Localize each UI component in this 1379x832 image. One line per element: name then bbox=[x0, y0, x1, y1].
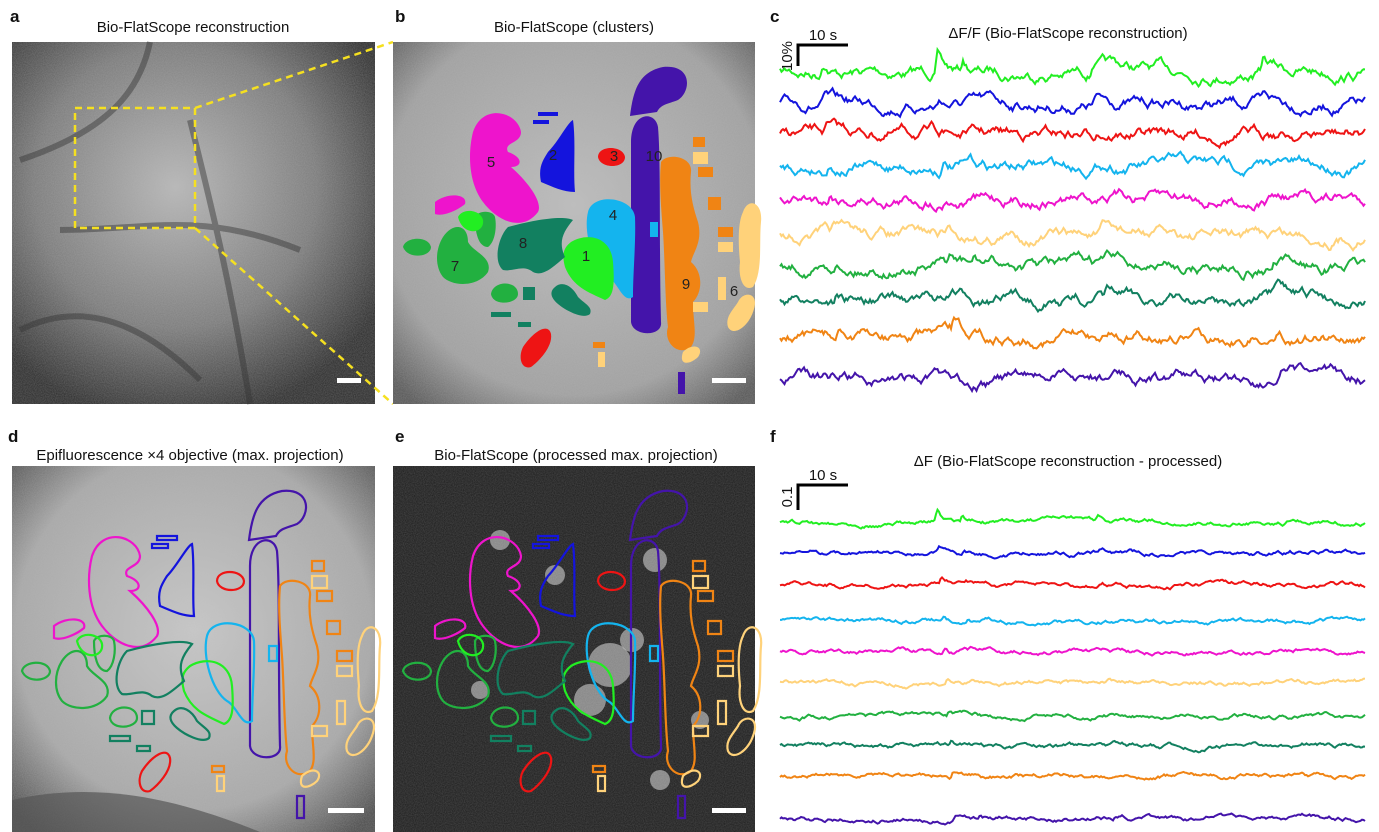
scale-bar bbox=[712, 808, 746, 813]
cluster bbox=[491, 312, 511, 317]
trace bbox=[780, 152, 1365, 179]
cluster bbox=[593, 342, 605, 348]
cluster-label: 7 bbox=[451, 258, 459, 275]
panel-f: f ΔF (Bio-FlatScope reconstruction - pro… bbox=[770, 427, 1365, 825]
cluster-label: 6 bbox=[730, 283, 738, 300]
cluster-label: 1 bbox=[582, 248, 590, 265]
trace bbox=[780, 88, 1365, 116]
cluster bbox=[718, 277, 726, 300]
trace bbox=[780, 119, 1365, 148]
panel-letter: f bbox=[770, 427, 776, 446]
panel-letter: a bbox=[10, 7, 20, 26]
cluster bbox=[693, 302, 708, 312]
panel-d: d Epifluorescence ×4 objective (max. pro… bbox=[8, 427, 380, 832]
trace bbox=[780, 647, 1365, 656]
amplitude-scale: 0.1 bbox=[779, 487, 796, 508]
panel-letter: c bbox=[770, 7, 779, 26]
cluster bbox=[598, 352, 605, 367]
trace bbox=[780, 679, 1365, 689]
trace bbox=[780, 617, 1365, 626]
cluster-label: 3 bbox=[610, 148, 618, 165]
image-noise bbox=[393, 42, 755, 404]
cluster bbox=[650, 222, 658, 237]
scale-bar bbox=[337, 378, 361, 383]
cluster-label: 4 bbox=[609, 207, 617, 224]
cluster-label: 5 bbox=[487, 154, 495, 171]
cluster bbox=[718, 227, 733, 237]
panel-letter: b bbox=[395, 7, 405, 26]
cluster-label: 2 bbox=[549, 147, 557, 164]
panel-c: c ΔF/F (Bio-FlatScope reconstruction) 10… bbox=[770, 7, 1365, 391]
trace bbox=[780, 711, 1365, 721]
cluster bbox=[538, 112, 558, 116]
scale-bar bbox=[798, 485, 848, 510]
panel-a: a Bio-FlatScope reconstruction bbox=[10, 7, 375, 404]
panel-title: ΔF/F (Bio-FlatScope reconstruction) bbox=[948, 25, 1187, 42]
trace bbox=[780, 50, 1365, 87]
cluster-label: 9 bbox=[682, 276, 690, 293]
scale-bar bbox=[712, 378, 746, 383]
trace bbox=[780, 318, 1365, 349]
trace bbox=[780, 772, 1365, 780]
trace bbox=[780, 741, 1365, 753]
panel-b: b Bio-FlatScope (clusters) 5 2 3 10 4 8 7 1 9 6 bbox=[393, 7, 761, 404]
image-noise bbox=[12, 466, 375, 832]
panel-title: Bio-FlatScope (processed max. projection… bbox=[434, 447, 717, 464]
panel-title: Bio-FlatScope (clusters) bbox=[494, 19, 654, 36]
trace bbox=[780, 363, 1365, 391]
cluster bbox=[693, 152, 708, 164]
trace bbox=[780, 220, 1365, 250]
cluster bbox=[739, 203, 761, 288]
cluster bbox=[523, 287, 535, 300]
trace bbox=[780, 251, 1365, 280]
figure: a Bio-FlatScope reconstruction b Bio-Fla… bbox=[0, 0, 1379, 832]
trace bbox=[780, 189, 1365, 211]
cluster-label: 10 bbox=[646, 148, 663, 165]
panel-title: Epifluorescence ×4 objective (max. proje… bbox=[36, 447, 343, 464]
time-scale: 10 s bbox=[809, 467, 837, 484]
panel-e: e Bio-FlatScope (processed max. projecti… bbox=[393, 427, 761, 832]
cluster bbox=[678, 372, 685, 394]
trace bbox=[780, 510, 1365, 529]
amplitude-scale: 10% bbox=[779, 41, 796, 71]
trace bbox=[780, 814, 1365, 825]
trace bbox=[780, 577, 1365, 589]
panel-letter: e bbox=[395, 427, 404, 446]
panel-title: Bio-FlatScope reconstruction bbox=[97, 19, 290, 36]
cluster bbox=[693, 137, 705, 147]
panel-title: ΔF (Bio-FlatScope reconstruction - proce… bbox=[914, 453, 1222, 470]
cluster bbox=[533, 120, 549, 124]
bright-spot bbox=[650, 770, 670, 790]
trace bbox=[780, 280, 1365, 312]
cluster bbox=[518, 322, 531, 327]
scale-bar bbox=[798, 45, 848, 66]
panel-letter: d bbox=[8, 427, 18, 446]
time-scale: 10 s bbox=[809, 27, 837, 44]
bright-spot bbox=[643, 548, 667, 572]
cluster bbox=[718, 242, 733, 252]
trace bbox=[780, 546, 1365, 558]
cluster bbox=[708, 197, 721, 210]
scale-bar bbox=[328, 808, 364, 813]
cluster-label: 8 bbox=[519, 235, 527, 252]
cluster bbox=[698, 167, 713, 177]
